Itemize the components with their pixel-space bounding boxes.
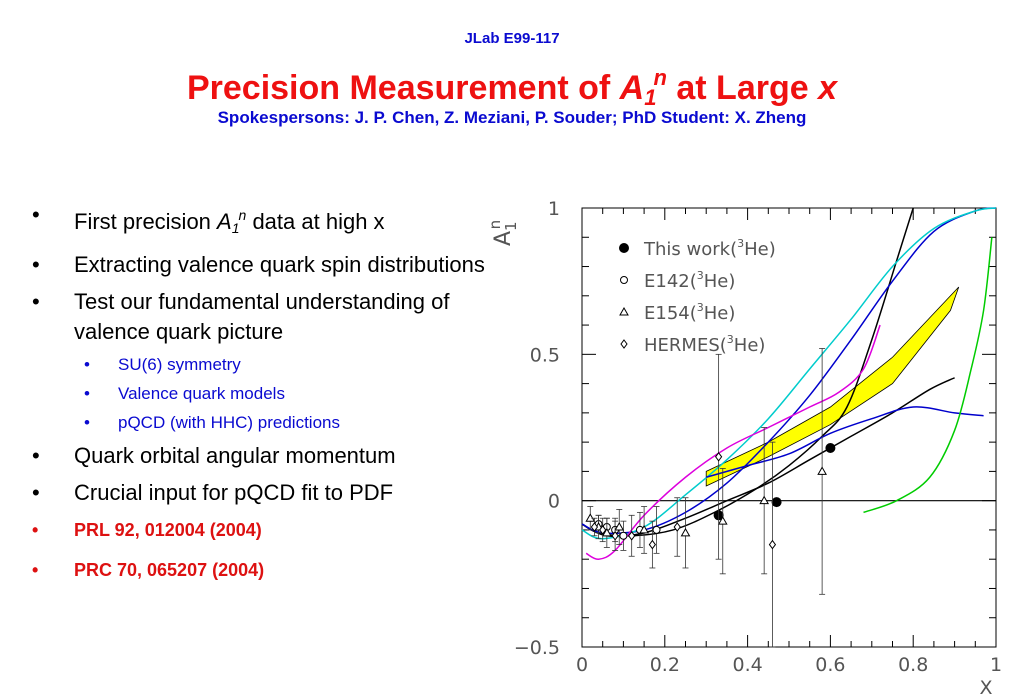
data-point	[648, 539, 657, 550]
data-point	[717, 516, 728, 525]
page-title: Precision Measurement of A1n at Large x	[0, 58, 1024, 118]
sub-bullet-item: SU(6) symmetry	[28, 354, 498, 376]
data-point	[639, 524, 649, 534]
data-point	[673, 522, 681, 532]
legend-marker	[620, 339, 628, 349]
data-point	[585, 513, 596, 522]
x-axis-label: X	[979, 677, 992, 698]
x-tick-label: 0	[576, 654, 588, 676]
bullet-item: First precision A1n data at high x	[28, 200, 498, 243]
title-symbol: A	[619, 69, 645, 107]
data-point	[759, 495, 770, 505]
legend-label: E154(3He)	[644, 301, 735, 324]
title-variable: x	[818, 69, 838, 107]
title-prefix: Precision Measurement of	[186, 69, 620, 107]
x-tick-label: 0.2	[650, 654, 680, 676]
y-tick-label: 0	[548, 491, 560, 513]
y-axis-label: A1n	[486, 220, 520, 246]
bullet-item: Quark orbital angular momentum	[28, 441, 498, 471]
legend-label: E142(3He)	[644, 269, 735, 292]
sub-bullet-item: pQCD (with HHC) predictions	[28, 412, 498, 434]
x-tick-label: 0.4	[732, 654, 762, 676]
bullet-text: data at high x	[246, 209, 385, 234]
x-tick-label: 0.6	[815, 654, 845, 676]
spokespersons-line: Spokespersons: J. P. Chen, Z. Meziani, P…	[217, 108, 807, 127]
data-point	[599, 525, 607, 535]
data-point	[590, 522, 599, 532]
model-curve	[585, 324, 881, 560]
sub-bullet-item: Valence quark models	[28, 383, 498, 405]
y-tick-label: 1	[548, 198, 560, 220]
data-point	[771, 497, 782, 508]
title-superscript: n	[653, 65, 667, 90]
bullet-list: First precision A1n data at high x Extra…	[28, 200, 498, 595]
legend-label: This work(3He)	[643, 237, 776, 260]
y-tick-label: −0.5	[514, 637, 560, 659]
model-curve	[705, 406, 984, 478]
reference-item: PRC 70, 065207 (2004)	[28, 555, 498, 585]
bullet-text: First precision	[74, 209, 218, 234]
reference-item: PRL 92, 012004 (2004)	[28, 515, 498, 545]
bullet-symbol: A	[217, 209, 232, 234]
data-point	[628, 530, 636, 541]
legend-marker	[619, 243, 629, 253]
x-tick-label: 1	[990, 654, 1002, 676]
bullet-subscript: 1	[231, 220, 240, 236]
x-tick-label: 0.8	[898, 654, 928, 676]
data-point	[601, 527, 612, 537]
legend-label: HERMES(3He)	[644, 333, 765, 356]
legend-marker	[620, 276, 628, 284]
data-point	[652, 525, 661, 534]
title-middle: at Large	[666, 69, 819, 107]
data-point	[714, 451, 723, 462]
y-tick-label: 0.5	[530, 344, 560, 366]
bullet-item: Extracting valence quark spin distributi…	[28, 250, 498, 280]
legend-marker	[619, 306, 629, 316]
data-point	[768, 539, 777, 550]
data-point	[680, 527, 691, 537]
data-point	[611, 530, 619, 541]
model-curve	[863, 237, 993, 514]
experiment-id: JLab E99-117	[464, 30, 560, 47]
bullet-item: Crucial input for pQCD fit to PDF	[28, 478, 498, 508]
title-subscript: 1	[644, 85, 657, 110]
theory-band	[705, 286, 960, 487]
data-point	[825, 442, 836, 453]
bullet-item: Test our fundamental understanding of va…	[28, 287, 498, 347]
data-point	[619, 531, 628, 540]
bullet-superscript: n	[238, 207, 247, 223]
data-point	[614, 521, 625, 531]
data-point	[817, 466, 827, 475]
